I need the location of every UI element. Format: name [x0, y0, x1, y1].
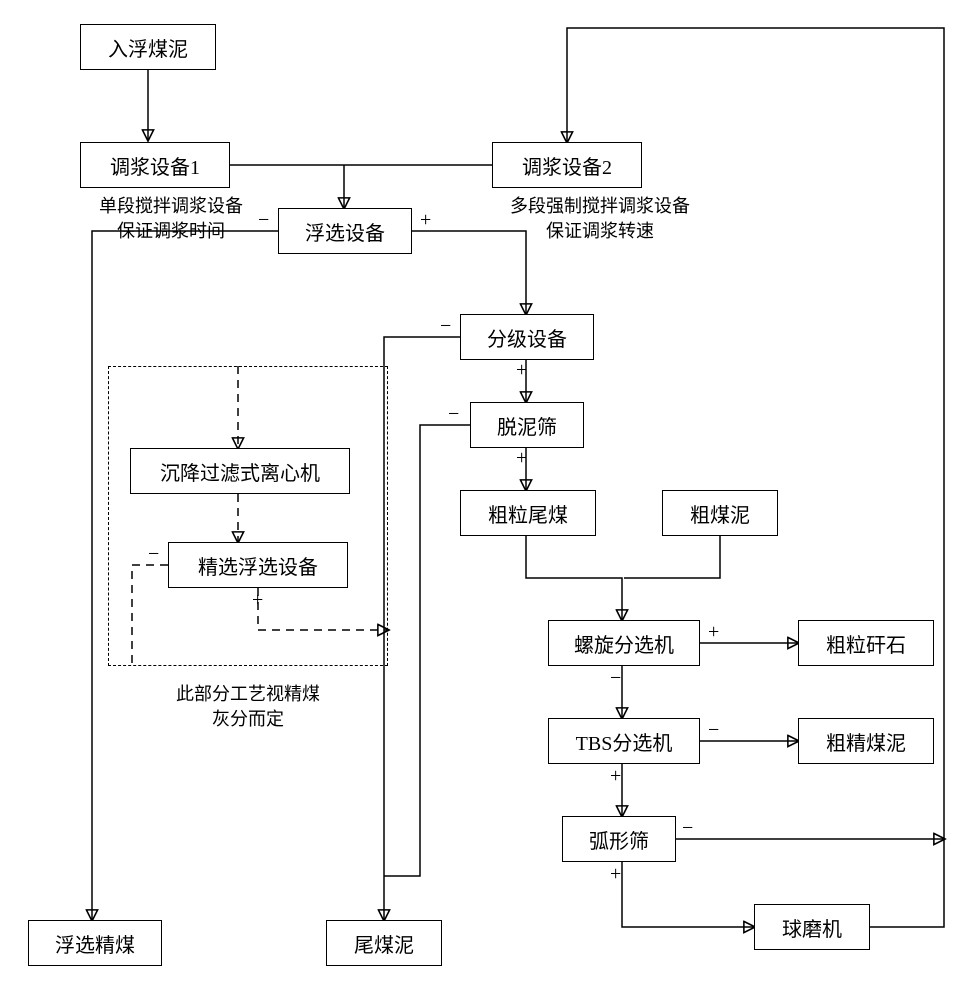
node-mixer1: 调浆设备1	[80, 142, 230, 188]
caption-dashed_note: 此部分工艺视精煤灰分而定	[148, 682, 348, 732]
sign-minus: −	[148, 544, 159, 564]
node-label: 尾煤泥	[354, 929, 414, 958]
sign-minus: −	[610, 668, 621, 688]
sign-plus: +	[420, 210, 431, 230]
edge	[526, 536, 622, 620]
caption-line: 单段搅拌调浆设备	[86, 194, 256, 219]
caption-line: 此部分工艺视精煤	[148, 682, 348, 707]
node-deslime: 脱泥筛	[470, 402, 584, 448]
node-label: 入浮煤泥	[108, 33, 188, 62]
node-ballmill: 球磨机	[754, 904, 870, 950]
sign-plus: +	[708, 622, 719, 642]
node-label: 球磨机	[782, 913, 842, 942]
node-label: 粗粒矸石	[826, 629, 906, 658]
sign-minus: −	[682, 818, 693, 838]
node-centrifuge: 沉降过滤式离心机	[130, 448, 350, 494]
node-classifier: 分级设备	[460, 314, 594, 360]
node-tbs: TBS分选机	[548, 718, 700, 764]
caption-line: 保证调浆时间	[86, 219, 256, 244]
node-flotation: 浮选设备	[278, 208, 412, 254]
sign-minus: −	[258, 210, 269, 230]
caption-mixer2_note: 多段强制搅拌调浆设备保证调浆转速	[500, 194, 700, 244]
edge	[622, 862, 754, 927]
node-input: 入浮煤泥	[80, 24, 216, 70]
sign-minus: −	[708, 720, 719, 740]
node-label: 调浆设备1	[110, 151, 200, 180]
edge	[384, 425, 470, 876]
node-label: 粗粒尾煤	[488, 499, 568, 528]
caption-line: 多段强制搅拌调浆设备	[500, 194, 700, 219]
node-label: 粗煤泥	[690, 499, 750, 528]
sign-plus: +	[516, 448, 527, 468]
node-label: 浮选精煤	[55, 929, 135, 958]
node-label: TBS分选机	[576, 727, 673, 756]
sign-minus: −	[440, 316, 451, 336]
sign-minus: −	[448, 404, 459, 424]
node-coarse_clean: 粗精煤泥	[798, 718, 934, 764]
node-label: 粗精煤泥	[826, 727, 906, 756]
node-arc: 弧形筛	[562, 816, 676, 862]
node-label: 调浆设备2	[522, 151, 612, 180]
caption-line: 保证调浆转速	[500, 219, 700, 244]
node-label: 沉降过滤式离心机	[160, 457, 320, 486]
node-label: 弧形筛	[589, 825, 649, 854]
node-tail_slime: 尾煤泥	[326, 920, 442, 966]
node-clean_coal: 浮选精煤	[28, 920, 162, 966]
node-label: 脱泥筛	[497, 411, 557, 440]
node-mixer2: 调浆设备2	[492, 142, 642, 188]
node-label: 螺旋分选机	[574, 629, 674, 658]
sign-plus: +	[516, 360, 527, 380]
edge	[624, 536, 720, 578]
node-gangue: 粗粒矸石	[798, 620, 934, 666]
sign-plus: +	[610, 766, 621, 786]
sign-plus: +	[252, 590, 263, 610]
node-label: 浮选设备	[305, 217, 385, 246]
sign-plus: +	[610, 864, 621, 884]
node-label: 精选浮选设备	[198, 551, 318, 580]
node-coarse_slime: 粗煤泥	[662, 490, 778, 536]
caption-line: 灰分而定	[148, 707, 348, 732]
optional-process-region	[108, 366, 388, 666]
node-coarse_tail: 粗粒尾煤	[460, 490, 596, 536]
node-spiral: 螺旋分选机	[548, 620, 700, 666]
node-label: 分级设备	[487, 323, 567, 352]
node-refloat: 精选浮选设备	[168, 542, 348, 588]
caption-mixer1_note: 单段搅拌调浆设备保证调浆时间	[86, 194, 256, 244]
